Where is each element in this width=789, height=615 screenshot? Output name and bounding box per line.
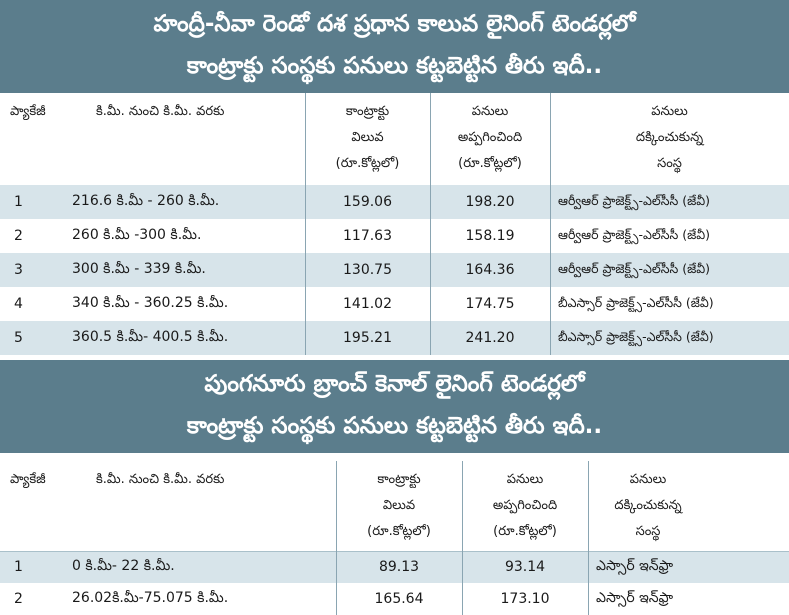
row-range: 0 కి.మీ- 22 కి.మీ. bbox=[72, 557, 175, 574]
row-firm: బీఎస్సార్ ప్రాజెక్ట్స్-ఎల్‌సీసీ (జేవీ) bbox=[558, 328, 714, 344]
row-value: 159.06 bbox=[343, 194, 392, 210]
row-firm: బీఎస్సార్ ప్రాజెక్ట్స్-ఎల్‌సీసీ (జేవీ) bbox=[558, 294, 714, 310]
table2: ప్యాకేజీ కి.మీ. నుంచి కి.మీ. వరకు కాంట్ర… bbox=[0, 461, 789, 615]
table1-header-assigned-l2: అప్పగించింది bbox=[457, 130, 523, 145]
row-range: 216.6 కి.మీ - 260 కి.మీ. bbox=[72, 192, 220, 209]
table2-header-range-text: కి.మీ. నుంచి కి.మీ. వరకు bbox=[96, 472, 225, 487]
table-row: 1 216.6 కి.మీ - 260 కి.మీ. 159.06 198.20… bbox=[0, 185, 789, 219]
table-row: 2 26.02కి.మీ-75.075 కి.మీ. 165.64 173.10… bbox=[0, 583, 789, 615]
table1-header-assigned-l3: (రూ.కోట్లలో) bbox=[458, 156, 522, 171]
table2-header-firm-l2: దక్కించుకున్న bbox=[614, 498, 682, 513]
table2-header-firm-l1: పనులు bbox=[629, 472, 667, 487]
row-assigned: 164.36 bbox=[465, 262, 515, 278]
row-range: 300 కి.మీ - 339 కి.మీ. bbox=[72, 260, 206, 277]
table1-header-firm-l2: దక్కించుకున్న bbox=[635, 130, 704, 145]
table1-header-package-text: ప్యాకేజీ bbox=[10, 104, 46, 119]
table2-header-range: కి.మీ. నుంచి కి.మీ. వరకు bbox=[96, 461, 336, 551]
table1-header-value: కాంట్రాక్టు విలువ (రూ.కోట్లలో) bbox=[305, 93, 430, 185]
table2-header-assigned-l3: (రూ.కోట్లలో) bbox=[493, 524, 557, 539]
table2-header-firm: పనులు దక్కించుకున్న సంస్థ bbox=[588, 461, 708, 551]
column-divider bbox=[462, 461, 463, 615]
row-range: 260 కి.మీ -300 కి.మీ. bbox=[72, 226, 202, 243]
row-package: 2 bbox=[14, 591, 23, 607]
table1-title-line1: హంద్రీ-నీవా రెండో దశ ప్రధాన కాలువ లైనింగ… bbox=[153, 11, 636, 37]
row-value: 165.64 bbox=[374, 591, 424, 607]
row-value: 195.21 bbox=[343, 330, 392, 346]
table2-header-value-l1: కాంట్రాక్టు bbox=[377, 472, 421, 487]
row-assigned: 93.14 bbox=[504, 559, 546, 575]
table2-header-firm-l3: సంస్థ bbox=[635, 524, 661, 539]
table2-header-assigned: పనులు అప్పగించింది (రూ.కోట్లలో) bbox=[462, 461, 588, 551]
table2-header-value-l3: (రూ.కోట్లలో) bbox=[367, 524, 431, 539]
row-assigned: 174.75 bbox=[465, 296, 515, 312]
row-firm: ఆర్వీఆర్ ప్రాజెక్ట్స్-ఎల్‌సీసీ (జేవీ) bbox=[558, 260, 711, 276]
row-firm: ఆర్వీఆర్ ప్రాజెక్ట్స్-ఎల్‌సీసీ (జేవీ) bbox=[558, 192, 711, 208]
row-package: 1 bbox=[14, 559, 23, 575]
row-range: 360.5 కి.మీ- 400.5 కి.మీ. bbox=[72, 328, 229, 345]
table2-header-assigned-l1: పనులు bbox=[506, 472, 544, 487]
table-row: 2 260 కి.మీ -300 కి.మీ. 117.63 158.19 ఆర… bbox=[0, 219, 789, 253]
table1-header-value-l1: కాంట్రాక్టు bbox=[345, 104, 390, 119]
column-divider bbox=[550, 93, 551, 355]
table1-header-assigned-l1: పనులు bbox=[471, 104, 509, 119]
row-package: 2 bbox=[14, 228, 23, 244]
table1-header-assigned: పనులు అప్పగించింది (రూ.కోట్లలో) bbox=[430, 93, 550, 185]
table1-header-value-l2: విలువ bbox=[351, 130, 384, 145]
table1-header-range-text: కి.మీ. నుంచి కి.మీ. వరకు bbox=[96, 104, 225, 119]
table2-header-package: ప్యాకేజీ bbox=[10, 461, 70, 551]
table1-header-firm-l3: సంస్థ bbox=[657, 156, 682, 171]
row-package: 3 bbox=[14, 262, 23, 278]
table2-title-line2: కాంట్రాక్టు సంస్థకు పనులు కట్టబెట్టిన తీ… bbox=[186, 413, 603, 439]
row-value: 130.75 bbox=[343, 262, 392, 278]
table2-header-assigned-l2: అప్పగించింది bbox=[492, 498, 558, 513]
row-package: 4 bbox=[14, 296, 23, 312]
row-value: 117.63 bbox=[343, 228, 392, 244]
column-divider bbox=[305, 93, 306, 355]
row-divider bbox=[0, 551, 789, 552]
row-firm: ఎస్సార్ ఇన్‌ఫ్రా bbox=[596, 589, 674, 606]
table-row: 3 300 కి.మీ - 339 కి.మీ. 130.75 164.36 ఆ… bbox=[0, 253, 789, 287]
table1-header-value-l3: (రూ.కోట్లలో) bbox=[335, 156, 400, 171]
row-firm: ఆర్వీఆర్ ప్రాజెక్ట్స్-ఎల్‌సీసీ (జేవీ) bbox=[558, 226, 711, 242]
row-range: 26.02కి.మీ-75.075 కి.మీ. bbox=[72, 589, 229, 606]
row-firm: ఎస్సార్ ఇన్‌ఫ్రా bbox=[596, 557, 674, 574]
table1-title-line2: కాంట్రాక్టు సంస్థకు పనులు కట్టబెట్టిన తీ… bbox=[186, 53, 603, 79]
row-value: 89.13 bbox=[378, 559, 420, 575]
table1-header-firm: పనులు దక్కించుకున్న సంస్థ bbox=[550, 93, 789, 185]
table1-header-range: కి.మీ. నుంచి కి.మీ. వరకు bbox=[96, 93, 306, 185]
row-assigned: 173.10 bbox=[500, 591, 550, 607]
table-row: 5 360.5 కి.మీ- 400.5 కి.మీ. 195.21 241.2… bbox=[0, 321, 789, 355]
row-value: 141.02 bbox=[343, 296, 392, 312]
table1-header-package: ప్యాకేజీ bbox=[10, 93, 70, 185]
column-divider bbox=[430, 93, 431, 355]
table2-header-value-l2: విలువ bbox=[382, 498, 416, 513]
row-package: 5 bbox=[14, 330, 23, 346]
column-divider bbox=[336, 461, 337, 615]
row-assigned: 198.20 bbox=[465, 194, 515, 210]
row-assigned: 158.19 bbox=[465, 228, 515, 244]
table2-header-value: కాంట్రాక్టు విలువ (రూ.కోట్లలో) bbox=[336, 461, 462, 551]
table1-header-firm-l1: పనులు bbox=[651, 104, 688, 119]
table2-header-package-text: ప్యాకేజీ bbox=[10, 472, 46, 487]
row-range: 340 కి.మీ - 360.25 కి.మీ. bbox=[72, 294, 229, 311]
table2-header-row: ప్యాకేజీ కి.మీ. నుంచి కి.మీ. వరకు కాంట్ర… bbox=[0, 461, 789, 551]
table-row: 1 0 కి.మీ- 22 కి.మీ. 89.13 93.14 ఎస్సార్… bbox=[0, 551, 789, 583]
table2-title-line1: పుంగనూరు బ్రాంచ్ కెనాల్ లైనింగ్ టెండర్లల… bbox=[204, 371, 585, 397]
row-package: 1 bbox=[14, 194, 23, 210]
table1-header-row: ప్యాకేజీ కి.మీ. నుంచి కి.మీ. వరకు కాంట్ర… bbox=[0, 93, 789, 185]
table1: ప్యాకేజీ కి.మీ. నుంచి కి.మీ. వరకు కాంట్ర… bbox=[0, 93, 789, 355]
table-row: 4 340 కి.మీ - 360.25 కి.మీ. 141.02 174.7… bbox=[0, 287, 789, 321]
table1-banner: హంద్రీ-నీవా రెండో దశ ప్రధాన కాలువ లైనింగ… bbox=[0, 0, 789, 93]
row-assigned: 241.20 bbox=[465, 330, 515, 346]
column-divider bbox=[588, 461, 589, 615]
table2-banner: పుంగనూరు బ్రాంచ్ కెనాల్ లైనింగ్ టెండర్లల… bbox=[0, 360, 789, 453]
